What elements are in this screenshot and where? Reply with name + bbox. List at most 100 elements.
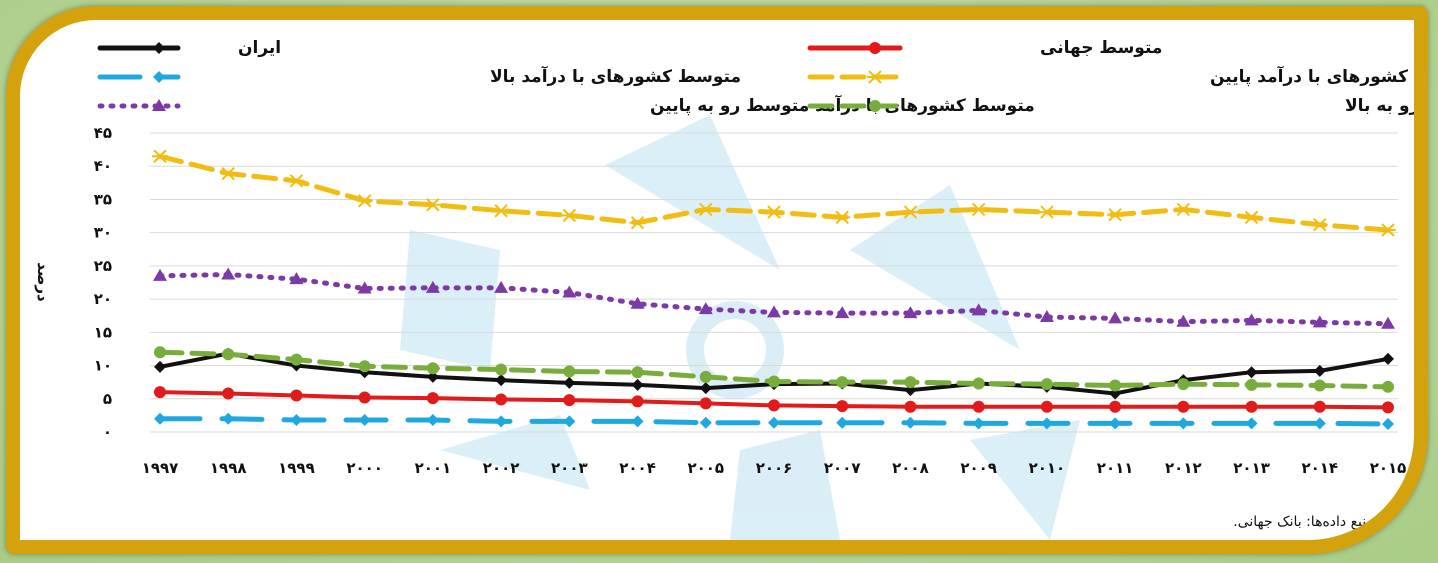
data-point bbox=[1177, 378, 1190, 391]
y-tick-label: ۱۰ bbox=[94, 357, 112, 375]
data-point bbox=[697, 202, 714, 217]
data-point bbox=[834, 210, 851, 225]
x-tick-label: ۲۰۰۲ bbox=[483, 459, 520, 477]
data-point bbox=[563, 365, 576, 378]
legend-item: متوسط کشورهای با درآمد پایین bbox=[807, 65, 1414, 87]
x-tick-label: ۱۹۹۹ bbox=[278, 459, 315, 477]
data-point bbox=[289, 272, 304, 285]
y-tick-label: ۴۵ bbox=[94, 124, 112, 142]
data-point bbox=[631, 366, 644, 379]
data-point bbox=[1040, 417, 1053, 430]
data-point bbox=[425, 280, 440, 293]
x-tick-label: ۲۰۰۷ bbox=[824, 459, 861, 477]
data-point bbox=[424, 198, 441, 212]
data-point bbox=[1245, 400, 1258, 413]
y-tick-label: ۰ bbox=[103, 423, 112, 441]
watermark-shape bbox=[440, 415, 590, 490]
data-point bbox=[631, 415, 644, 428]
x-tick-label: ۱۹۹۷ bbox=[142, 459, 179, 477]
data-point bbox=[1177, 417, 1190, 430]
data-point bbox=[768, 375, 780, 388]
legend-label: متوسط کشورهای با درآمد متوسط رو به بالا bbox=[1345, 94, 1414, 116]
data-point bbox=[222, 348, 235, 361]
data-point bbox=[290, 353, 303, 366]
data-point bbox=[356, 194, 373, 208]
y-tick-label: ۳۰ bbox=[94, 224, 112, 242]
data-point bbox=[972, 377, 985, 390]
data-point bbox=[972, 417, 985, 430]
data-point bbox=[1245, 366, 1258, 379]
data-point bbox=[699, 382, 712, 395]
data-point bbox=[290, 389, 303, 402]
data-point bbox=[1243, 210, 1260, 225]
data-point bbox=[494, 280, 509, 293]
data-point bbox=[835, 306, 850, 319]
data-point bbox=[357, 281, 372, 294]
legend-label: متوسط جهانی bbox=[1040, 38, 1162, 58]
series-3 bbox=[152, 149, 1396, 237]
data-point bbox=[563, 415, 576, 428]
legend-swatch-marker bbox=[152, 99, 166, 111]
data-point bbox=[1313, 379, 1326, 392]
legend: ایران متوسط جهانی متوسط کشورهای با درآمد ب… bbox=[97, 38, 1414, 116]
data-point bbox=[562, 285, 577, 298]
data-point bbox=[970, 202, 987, 217]
x-tick-label: ۲۰۰۸ bbox=[892, 459, 929, 477]
data-point bbox=[768, 399, 780, 412]
data-point bbox=[699, 370, 712, 383]
x-tick-label: ۲۰۰۰ bbox=[346, 459, 383, 477]
watermark-shape bbox=[730, 430, 840, 540]
y-tick-label: ۵ bbox=[103, 390, 112, 408]
data-point bbox=[288, 174, 305, 188]
data-point bbox=[495, 374, 508, 387]
y-tick-label: ۲۰ bbox=[94, 290, 112, 308]
legend-label: متوسط کشورهای با درآمد بالا bbox=[490, 65, 741, 87]
data-point bbox=[904, 376, 917, 389]
watermark-shape bbox=[400, 230, 500, 370]
legend-swatch-marker bbox=[153, 71, 165, 83]
data-point bbox=[358, 360, 371, 373]
data-point bbox=[561, 208, 578, 223]
x-tick-label: ۱۹۹۸ bbox=[210, 459, 247, 477]
data-point bbox=[1312, 315, 1327, 328]
data-point bbox=[1245, 378, 1258, 391]
data-point bbox=[152, 149, 168, 163]
x-axis-ticks: ۱۹۹۷ ۱۹۹۸ ۱۹۹۹ ۲۰۰۰ ۲۰۰۱ ۲۰۰۲ ۲۰۰۳ ۲۰۰۴ ۲۰۰۵ ۲۰۰۶… bbox=[142, 459, 1407, 477]
y-tick-label: ۲۵ bbox=[94, 257, 112, 275]
data-point bbox=[1382, 380, 1394, 393]
data-point bbox=[1109, 379, 1122, 392]
data-point bbox=[426, 414, 439, 427]
data-point bbox=[1109, 417, 1122, 430]
data-point bbox=[1109, 400, 1122, 413]
data-point bbox=[972, 400, 985, 413]
data-point bbox=[563, 394, 576, 407]
data-point bbox=[220, 166, 237, 181]
x-tick-label: ۲۰۱۰ bbox=[1029, 459, 1066, 477]
series-4 bbox=[153, 267, 1395, 329]
data-point bbox=[1313, 400, 1326, 413]
data-point bbox=[358, 391, 371, 404]
data-point bbox=[290, 414, 303, 427]
legend-swatch-marker bbox=[869, 100, 881, 112]
watermark-shape bbox=[605, 115, 780, 270]
data-point bbox=[766, 205, 782, 219]
x-tick-label: ۲۰۰۵ bbox=[687, 459, 724, 477]
data-point bbox=[426, 392, 439, 405]
data-point bbox=[904, 416, 917, 429]
data-point bbox=[1177, 400, 1190, 413]
data-point bbox=[1039, 310, 1054, 323]
data-point bbox=[1244, 313, 1259, 326]
data-point bbox=[154, 386, 166, 399]
x-tick-label: ۲۰۰۱ bbox=[415, 459, 452, 477]
legend-item: ایران bbox=[97, 38, 281, 58]
chart-panel: ۰ ۵ ۱۰ ۱۵ ۲۰ ۲۵ ۳۰ ۳۵ ۴۰ ۴۵ ۱۹۹۷ ۱۹۹۸ ۱۹۹۹ ۲۰۰۰ ۲۰۰۱ ۲… bbox=[6, 6, 1428, 554]
y-tick-label: ۱۵ bbox=[94, 323, 112, 341]
data-point bbox=[836, 400, 849, 413]
series-line bbox=[157, 153, 1391, 233]
series-layer bbox=[152, 149, 1396, 431]
data-point bbox=[836, 416, 849, 429]
data-point bbox=[699, 416, 712, 429]
data-point bbox=[495, 363, 508, 376]
data-point bbox=[1313, 364, 1326, 377]
